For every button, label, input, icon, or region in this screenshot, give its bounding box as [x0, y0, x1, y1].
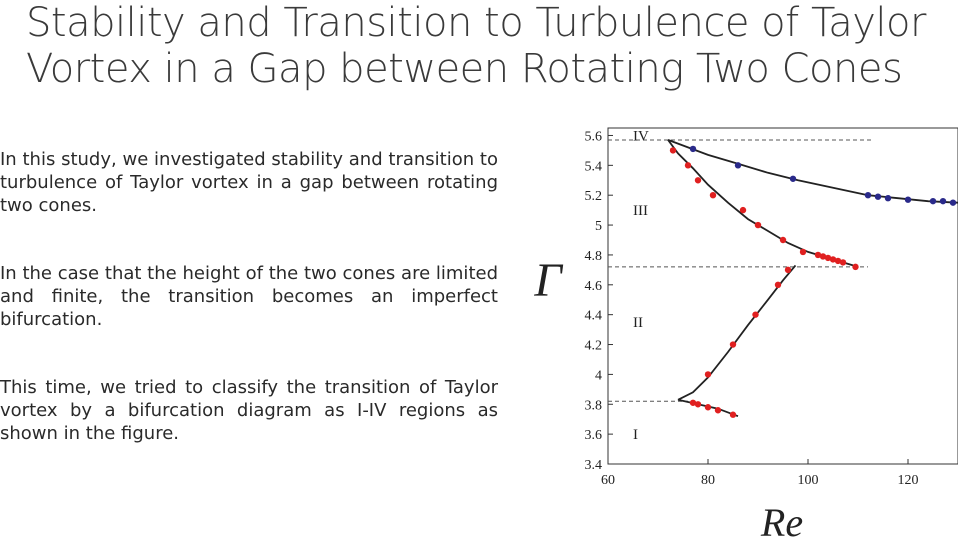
x-axis-label: Re	[760, 500, 803, 540]
data-point	[739, 206, 747, 214]
data-point	[784, 266, 792, 274]
bifurcation-chart-svg: Γ Re 3.4 3.6 3.8 4 4.2 4.4 4.6 4.8 5 5.2 5.4 5.6 60 8…	[533, 127, 958, 544]
data-point	[864, 192, 872, 199]
plot-frame	[607, 127, 958, 465]
data-point	[709, 192, 717, 199]
y-tick-label: 3.8	[585, 398, 603, 413]
data-point	[829, 256, 837, 263]
data-point	[824, 254, 832, 262]
y-axis-label: Γ	[533, 254, 563, 307]
data-point	[754, 221, 762, 229]
y-tick-label: 5.4	[585, 159, 603, 174]
data-point	[689, 145, 697, 153]
x-tick-label: 60	[601, 473, 615, 488]
slide-title: Stability and Transition to Turbulence o…	[26, 0, 926, 92]
fit-curve	[667, 139, 859, 268]
data-point	[752, 311, 759, 318]
y-tick-label: 5.6	[585, 129, 603, 144]
data-point	[704, 404, 712, 411]
region-label: I	[633, 427, 638, 443]
data-point	[669, 147, 677, 154]
data-point	[684, 162, 692, 169]
bifurcation-chart: Γ Re 3.4 3.6 3.8 4 4.2 4.4 4.6 4.8 5 5.2 5.4 5.6 60 8…	[510, 118, 958, 544]
data-point	[734, 162, 742, 169]
data-point	[694, 177, 702, 184]
data-point	[874, 193, 882, 200]
data-point	[904, 196, 912, 203]
data-point	[789, 175, 797, 182]
data-point	[929, 197, 937, 205]
data-point	[774, 281, 782, 288]
data-point	[779, 236, 787, 244]
paragraph-imperfect-bifurcation: In the case that the height of the two c…	[0, 263, 498, 330]
y-tick-label: 3.4	[585, 458, 603, 473]
y-tick-label: 4.8	[585, 249, 603, 264]
data-point	[814, 251, 822, 259]
data-point	[839, 259, 847, 266]
y-tick-label: 5	[595, 219, 602, 234]
data-point	[689, 399, 697, 406]
x-tick-label: 100	[798, 473, 819, 488]
data-point	[939, 197, 947, 205]
data-point	[729, 411, 737, 418]
data-point	[694, 401, 702, 408]
data-point	[819, 253, 827, 260]
y-tick-label: 5.2	[585, 189, 603, 204]
x-tick-label: 120	[898, 473, 919, 488]
y-tick-label: 4.6	[585, 279, 603, 294]
region-label: IV	[633, 128, 649, 144]
region-label: III	[633, 203, 648, 219]
data-point	[949, 199, 957, 206]
data-point	[704, 371, 712, 378]
paragraph-classification: This time, we tried to classify the tran…	[0, 377, 498, 444]
y-tick-label: 4.4	[585, 309, 603, 324]
body-text: In this study, we investigated stability…	[0, 148, 498, 490]
y-tick-label: 4	[595, 368, 602, 383]
data-point	[852, 263, 859, 271]
data-point	[729, 341, 737, 348]
x-tick-label: 80	[701, 473, 715, 488]
paragraph-study: In this study, we investigated stability…	[0, 149, 498, 216]
data-point	[714, 407, 722, 414]
data-point	[884, 194, 892, 202]
data-point	[834, 257, 842, 265]
y-tick-label: 4.2	[585, 339, 603, 354]
data-point	[799, 248, 807, 256]
region-label: II	[633, 315, 643, 331]
y-tick-label: 3.6	[585, 428, 603, 443]
